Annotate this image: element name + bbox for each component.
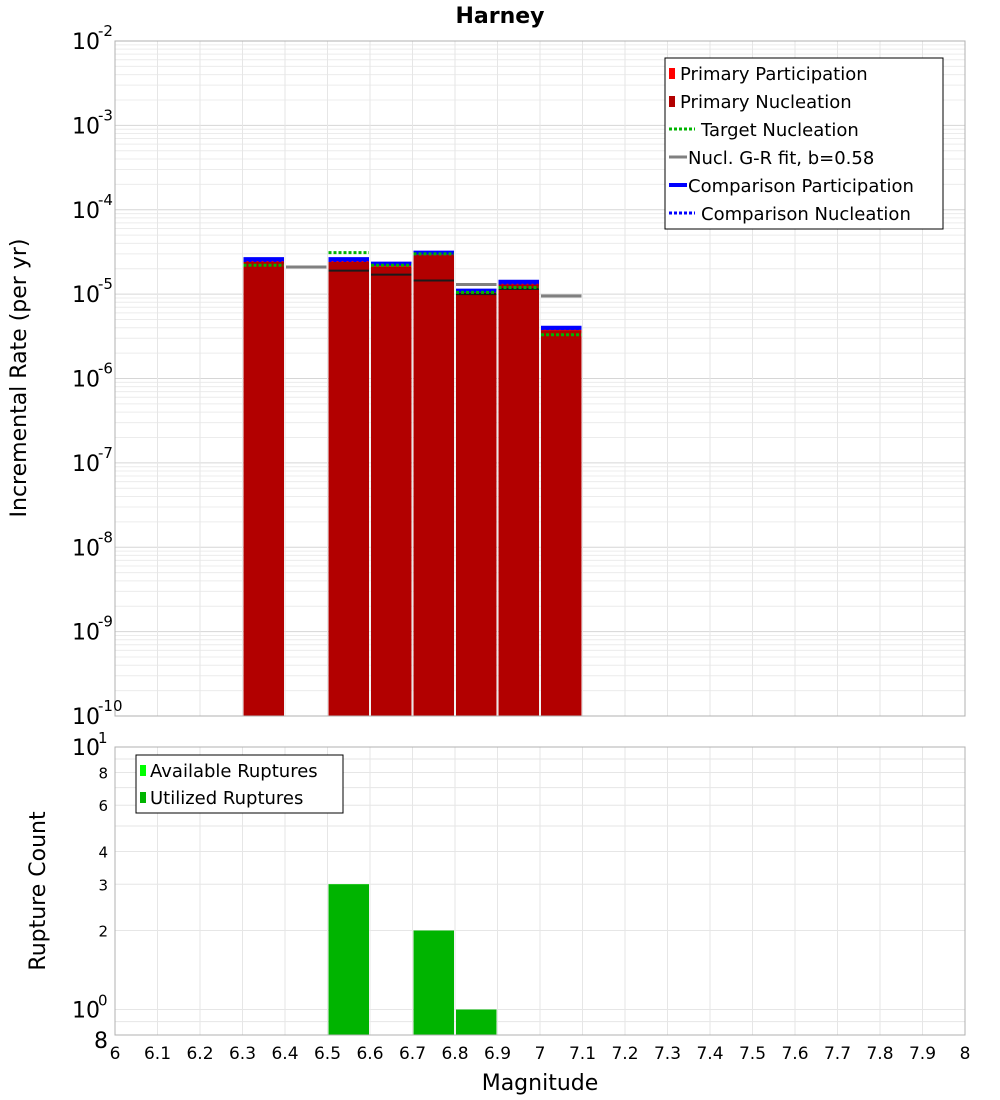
rate-y-tick-label: 10: [72, 452, 100, 477]
rate-y-tick-label: 10: [72, 536, 100, 561]
rate-y-tick-label: 10: [72, 114, 100, 139]
rate-y-tick-label: 10: [72, 368, 100, 393]
rate-y-tick-label: 10: [72, 283, 100, 308]
rate-plot-bars: [243, 253, 582, 716]
utilized-ruptures-bar: [456, 1009, 497, 1035]
count-y-tick-label: 3: [98, 876, 108, 894]
x-tick-label: 7: [535, 1044, 546, 1064]
count-plot-bars: [328, 884, 497, 1035]
rate-legend-box: [664, 57, 944, 230]
legend-comparison-nucleation-label: Comparison Nucleation: [701, 204, 911, 225]
rate-y-tick-exponent: -10: [98, 697, 123, 715]
x-tick-label: 7.3: [654, 1044, 681, 1064]
count-y-tick-label: 2: [98, 923, 108, 941]
count-y-tick-label: 6: [98, 797, 108, 815]
legend-utilized-ruptures-label: Utilized Ruptures: [150, 788, 303, 809]
x-tick-label: 6.8: [441, 1044, 468, 1064]
x-tick-label: 7.8: [866, 1044, 893, 1064]
count-y-tick-label: 10: [72, 999, 100, 1024]
count-y-tick-label: 8: [94, 1029, 108, 1054]
count-plot-frame: [114, 746, 966, 1036]
rate-plot-frame: [114, 40, 966, 717]
primary-nucleation-bar: [456, 294, 497, 716]
rate-y-tick-exponent: -8: [98, 528, 113, 546]
legend-target-nucleation-label: Target Nucleation: [700, 120, 859, 141]
rate-y-axis-label: Incremental Rate (per yr): [7, 239, 32, 518]
x-tick-label: 6.6: [356, 1044, 383, 1064]
x-tick-label: 7.6: [781, 1044, 808, 1064]
rate-y-tick-exponent: -4: [98, 191, 113, 209]
x-tick-label: 7.7: [824, 1044, 851, 1064]
rate-y-tick-exponent: -9: [98, 613, 113, 631]
primary-nucleation-bar: [328, 262, 369, 716]
count-y-tick-label: 4: [98, 843, 108, 861]
utilized-ruptures-bar: [328, 884, 369, 1035]
rate-legend: Primary Participation Primary Nucleation…: [664, 57, 944, 230]
count-y-tick-label: 8: [98, 764, 108, 782]
x-tick-label: 7.2: [611, 1044, 638, 1064]
x-tick-label: 8: [960, 1044, 971, 1064]
primary-nucleation-bar: [541, 330, 582, 716]
rate-y-tick-label: 10: [72, 705, 100, 730]
count-legend: Available Ruptures Utilized Ruptures: [135, 754, 344, 814]
legend-utilized-ruptures-swatch: [140, 792, 146, 803]
legend-available-ruptures-label: Available Ruptures: [150, 761, 318, 782]
primary-nucleation-bar: [498, 284, 539, 716]
x-tick-label: 6.9: [484, 1044, 511, 1064]
utilized-ruptures-bar: [413, 930, 454, 1035]
rate-y-tick-label: 10: [72, 199, 100, 224]
primary-nucleation-bar: [413, 255, 454, 716]
rate-y-tick-exponent: -3: [98, 106, 113, 124]
chart-title: Harney: [455, 4, 544, 29]
x-tick-label: 7.5: [739, 1044, 766, 1064]
rate-y-tick-exponent: -5: [98, 275, 113, 293]
primary-nucleation-bar: [371, 266, 412, 716]
legend-available-ruptures-swatch: [140, 765, 146, 776]
x-tick-label: 7.9: [909, 1044, 936, 1064]
primary-nucleation-bar: [243, 262, 284, 716]
legend-primary-nucleation-label: Primary Nucleation: [680, 92, 852, 113]
legend-primary-nucleation-swatch: [669, 96, 675, 107]
rate-y-tick-exponent: -6: [98, 360, 113, 378]
rate-plot-lines: [243, 250, 582, 337]
count-y-tick-label: 10: [72, 736, 100, 761]
legend-comparison-participation-label: Comparison Participation: [688, 176, 914, 197]
count-y-tick-exponent: 1: [98, 729, 108, 747]
rate-y-tick-label: 10: [72, 621, 100, 646]
x-tick-label: 6.1: [144, 1044, 171, 1064]
legend-gr-fit-label: Nucl. G-R fit, b=0.58: [688, 148, 874, 169]
count-legend-box: [135, 754, 344, 814]
x-tick-label: 7.4: [696, 1044, 723, 1064]
x-tick-label: 6.2: [186, 1044, 213, 1064]
x-tick-label: 6.3: [229, 1044, 256, 1064]
x-axis-label: Magnitude: [482, 1071, 599, 1096]
x-tick-label: 6.5: [314, 1044, 341, 1064]
x-axis-ticks: 6 6.1 6.2 6.3 6.4 6.5 6.6 6.7 6.8 6.9 7 7.1 7.2 7.3 7.…: [110, 1044, 971, 1064]
rate-y-tick-exponent: -7: [98, 444, 113, 462]
x-tick-label: 6.7: [399, 1044, 426, 1064]
rate-y-tick-exponent: -2: [98, 22, 113, 40]
x-tick-label: 7.1: [569, 1044, 596, 1064]
legend-primary-participation-swatch: [669, 68, 675, 79]
count-y-axis-label: Rupture Count: [26, 811, 51, 971]
x-tick-label: 6: [110, 1044, 121, 1064]
rate-y-tick-label: 10: [72, 30, 100, 55]
x-tick-label: 6.4: [271, 1044, 298, 1064]
legend-primary-participation-label: Primary Participation: [680, 64, 868, 85]
count-y-tick-exponent: 0: [98, 992, 108, 1010]
